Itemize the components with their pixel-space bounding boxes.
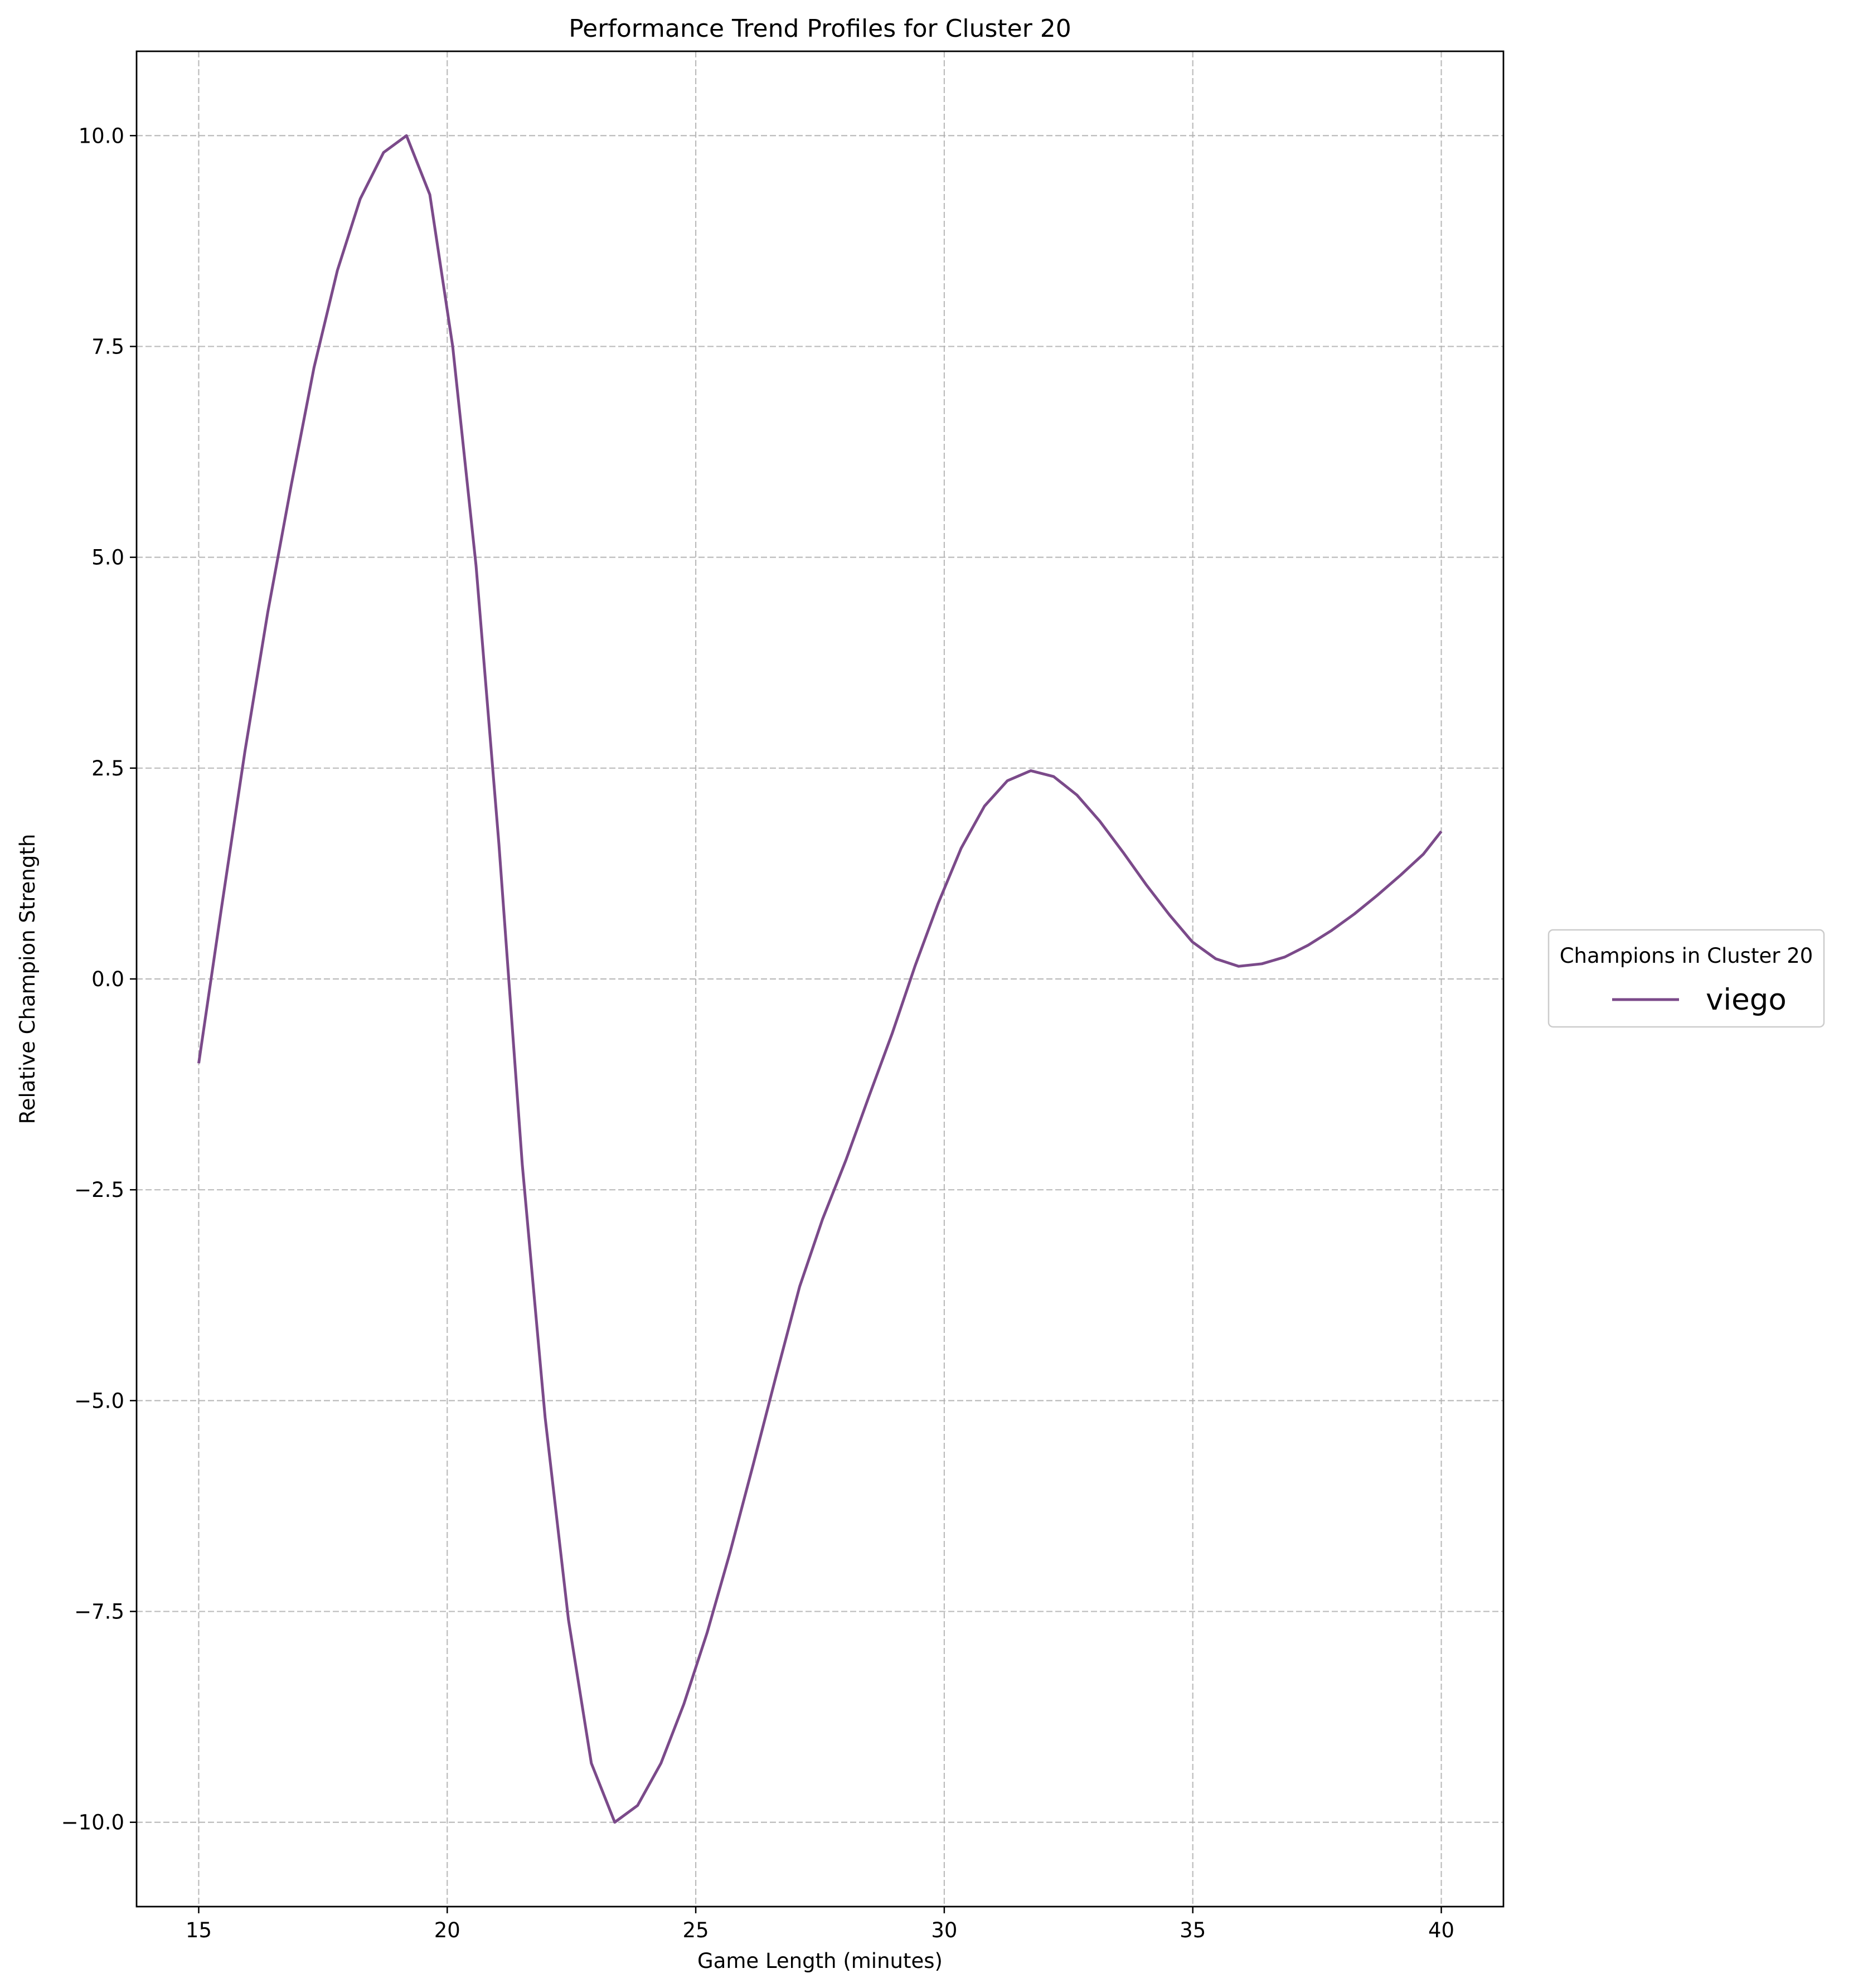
x-tick-label: 35: [1180, 1918, 1206, 1942]
y-tick-label: 0.0: [91, 967, 124, 991]
x-tick-label: 25: [683, 1918, 709, 1942]
legend-label-viego: viego: [1706, 983, 1787, 1017]
y-axis-label: Relative Champion Strength: [16, 834, 40, 1124]
x-tick-label: 20: [434, 1918, 460, 1942]
line-layer: [197, 134, 1443, 1824]
y-tick-label: 2.5: [91, 757, 124, 780]
x-tick-label: 15: [186, 1918, 212, 1942]
legend-title: Champions in Cluster 20: [1560, 944, 1813, 968]
legend-box: [1547, 929, 1825, 1028]
legend: Champions in Cluster 20 viego: [1547, 929, 1825, 1028]
y-tick-label: −7.5: [74, 1600, 124, 1624]
series-line-viego: [197, 134, 1443, 1824]
chart-title: Performance Trend Profiles for Cluster 2…: [569, 14, 1071, 43]
x-tick-label: 40: [1428, 1918, 1454, 1942]
y-tick-label: −5.0: [74, 1389, 124, 1413]
x-tick-label: 30: [931, 1918, 957, 1942]
grid-layer: [137, 51, 1503, 1907]
y-tick-label: 7.5: [91, 334, 124, 358]
y-tick-label: 10.0: [79, 124, 124, 148]
x-axis-label: Game Length (minutes): [697, 1949, 943, 1973]
tick-layer: 15 20 25 30 35 40 −10.0 −7.5 −5.0 −2.5 0.0 2.5 5.0 7.…: [61, 124, 1454, 1942]
y-tick-label: 5.0: [91, 546, 124, 570]
y-tick-label: −10.0: [61, 1811, 124, 1835]
y-tick-label: −2.5: [74, 1178, 124, 1202]
